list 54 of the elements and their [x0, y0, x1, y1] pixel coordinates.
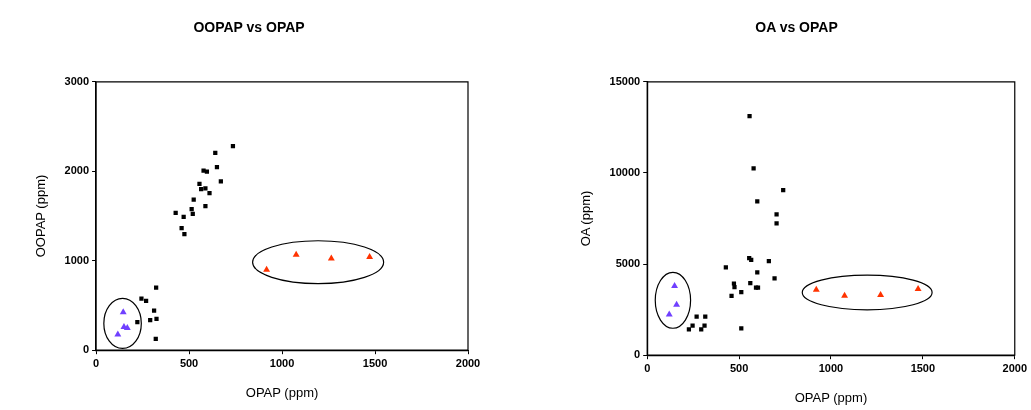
- y-tick-label: 15000: [609, 74, 641, 87]
- x-tick-label: 0: [644, 361, 651, 374]
- point: [139, 296, 144, 301]
- x-tick-label: 2000: [455, 356, 481, 369]
- point: [729, 293, 734, 298]
- point: [263, 265, 271, 272]
- point: [774, 212, 779, 217]
- point: [151, 308, 157, 313]
- point: [914, 285, 922, 292]
- point: [877, 291, 885, 298]
- y-axis-title: OA (ppm): [578, 190, 594, 247]
- x-axis-title: OPAP (ppm): [245, 384, 319, 400]
- point: [723, 265, 728, 270]
- x-tick-label: 2000: [1002, 361, 1028, 374]
- point: [686, 327, 692, 332]
- x-tick-label: 1500: [910, 361, 936, 374]
- point: [154, 316, 159, 321]
- point: [203, 203, 208, 209]
- y-tick-label: 1000: [64, 253, 90, 266]
- point: [179, 226, 184, 231]
- x-tick-label: 1500: [362, 356, 388, 369]
- y-tick-label: 2000: [64, 164, 90, 177]
- point: [366, 252, 374, 259]
- x-axis-title: OPAP (ppm): [794, 389, 868, 405]
- point: [292, 250, 300, 257]
- x-tick-label: 1000: [269, 356, 295, 369]
- point: [747, 114, 752, 119]
- point: [203, 186, 208, 191]
- chart-title: OA vs OPAP: [755, 19, 838, 36]
- point: [732, 285, 737, 290]
- point: [197, 181, 202, 187]
- y-tick-label: 3000: [64, 74, 90, 87]
- point: [772, 276, 777, 281]
- y-axis-title: OOPAP (ppm): [33, 174, 49, 258]
- point: [812, 285, 820, 292]
- x-tick-label: 1000: [818, 361, 844, 374]
- point: [690, 323, 695, 328]
- point: [699, 327, 704, 332]
- point: [702, 323, 707, 328]
- point: [671, 282, 679, 289]
- x-tick-label: 500: [179, 356, 199, 369]
- y-tick-label: 0: [82, 343, 90, 356]
- y-tick-label: 10000: [609, 165, 641, 178]
- point: [751, 166, 756, 171]
- x-tick-label: 500: [729, 361, 749, 374]
- point: [182, 232, 187, 237]
- point: [774, 221, 779, 226]
- point: [673, 300, 681, 307]
- chart-title: OOPAP vs OPAP: [193, 19, 305, 36]
- point: [841, 291, 849, 298]
- point: [207, 190, 212, 196]
- y-tick-label: 0: [634, 348, 641, 361]
- x-tick-label: 0: [93, 356, 100, 369]
- y-tick-label: 5000: [615, 257, 641, 270]
